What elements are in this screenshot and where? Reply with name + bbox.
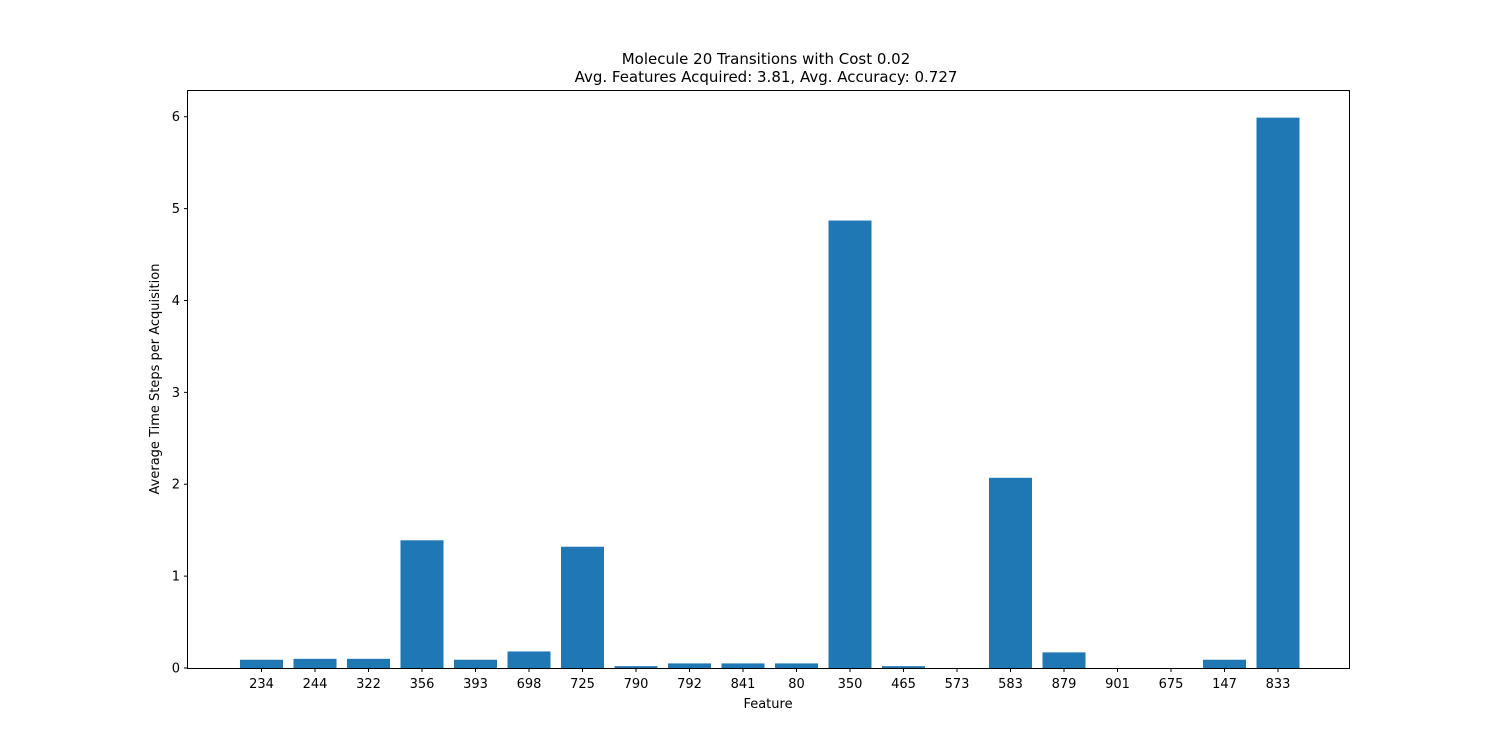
bar-234 — [240, 659, 283, 668]
chart-subtitle: Avg. Features Acquired: 3.81, Avg. Accur… — [575, 68, 958, 86]
y-tick-label: 5 — [172, 202, 180, 217]
bar-725 — [561, 546, 604, 668]
y-tick-label: 2 — [172, 478, 180, 493]
plot-frame — [187, 90, 1350, 669]
x-tick-label: 792 — [677, 677, 702, 692]
bar-393 — [454, 659, 497, 668]
x-tick-label: 725 — [570, 677, 595, 692]
x-tick-label: 80 — [788, 677, 805, 692]
x-tick-label: 393 — [463, 677, 488, 692]
x-tick-label: 350 — [838, 677, 863, 692]
y-tick-label: 4 — [172, 294, 180, 309]
x-tick-label: 879 — [1052, 677, 1077, 692]
bar-350 — [828, 220, 872, 668]
bar-879 — [1042, 652, 1086, 668]
bar-792 — [668, 663, 711, 668]
x-tick-label: 675 — [1159, 677, 1184, 692]
x-tick-label: 698 — [517, 677, 542, 692]
x-tick-label: 901 — [1105, 677, 1130, 692]
x-tick-label: 841 — [731, 677, 756, 692]
x-tick-label: 833 — [1266, 677, 1291, 692]
bars-group — [240, 117, 1300, 669]
bar-465 — [882, 666, 925, 668]
bar-790 — [614, 666, 658, 668]
y-axis-ticks: 0 1 2 3 4 5 6 — [172, 110, 188, 677]
x-tick-label: 465 — [891, 677, 916, 692]
bar-80 — [775, 663, 818, 668]
bar-356 — [400, 540, 444, 668]
x-tick-label: 147 — [1212, 677, 1237, 692]
bar-841 — [721, 663, 765, 668]
bar-322 — [347, 658, 390, 668]
x-axis-label: Feature — [743, 697, 792, 712]
x-axis-ticks: 234 244 322 356 393 698 725 790 792 841 80 350 465 57… — [249, 668, 1290, 692]
bar-244 — [293, 658, 337, 668]
x-tick-label: 356 — [410, 677, 435, 692]
y-tick-label: 3 — [172, 386, 180, 401]
x-tick-label: 322 — [356, 677, 381, 692]
x-tick-label: 583 — [998, 677, 1023, 692]
x-tick-label: 244 — [303, 677, 328, 692]
chart-title: Molecule 20 Transitions with Cost 0.02 — [622, 50, 911, 68]
bar-147 — [1203, 659, 1246, 668]
bar-583 — [989, 477, 1032, 668]
y-tick-label: 6 — [172, 110, 180, 125]
y-tick-label: 1 — [172, 570, 180, 585]
bar-698 — [507, 651, 551, 668]
x-tick-label: 790 — [624, 677, 649, 692]
x-tick-label: 234 — [249, 677, 274, 692]
y-tick-label: 0 — [172, 662, 180, 677]
y-axis-label: Average Time Steps per Acquisition — [148, 264, 163, 495]
x-tick-label: 573 — [945, 677, 970, 692]
bar-833 — [1256, 117, 1300, 669]
